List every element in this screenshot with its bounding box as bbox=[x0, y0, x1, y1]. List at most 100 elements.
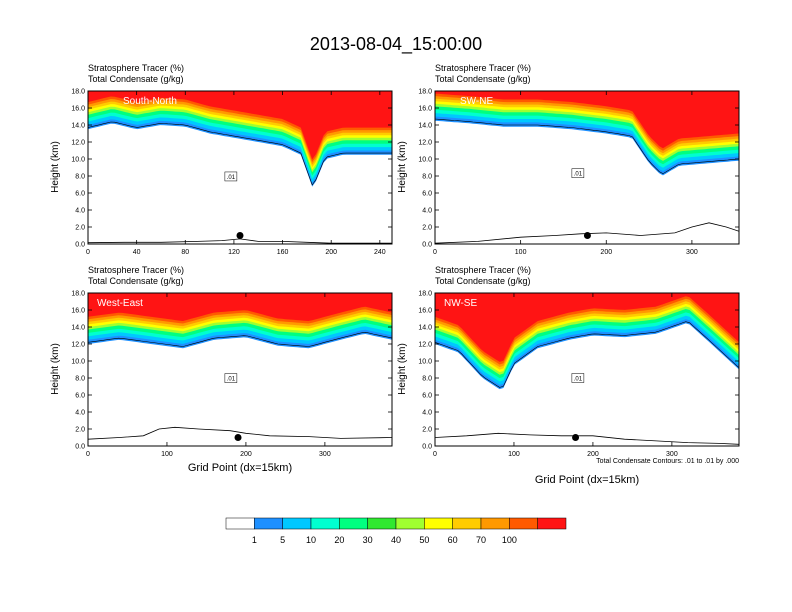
x-tick-label: 100 bbox=[161, 451, 173, 458]
panel-sw-ne: Stratosphere Tracer (%) Total Condensate… bbox=[397, 63, 740, 256]
colorbar-label: 50 bbox=[419, 535, 429, 545]
contour-label: .01 bbox=[574, 376, 583, 382]
contour-label-box bbox=[571, 168, 585, 178]
figure-title: 2013-08-04_15:00:00 bbox=[310, 34, 482, 55]
plot-frame bbox=[434, 292, 740, 447]
y-tick-label: 14.0 bbox=[418, 123, 432, 130]
colorbar-label: 10 bbox=[306, 535, 316, 545]
panel-title-condensate: Total Condensate (g/kg) bbox=[435, 74, 531, 84]
location-marker bbox=[583, 232, 591, 239]
axes: 0 100 200 300 0.0 2.0 4.0 6.0 8.0 10.0 12.0 14.0 16.… bbox=[418, 291, 740, 458]
section-label: NW-SE bbox=[444, 298, 477, 309]
x-tick-label: 120 bbox=[228, 249, 240, 256]
section-label: South-North bbox=[123, 96, 177, 107]
tracer-band-9 bbox=[435, 293, 739, 362]
tracer-band-9 bbox=[88, 91, 392, 160]
axes: 0 100 200 300 0.0 2.0 4.0 6.0 8.0 10.0 12.0 14.0 16.… bbox=[71, 291, 393, 458]
y-axis-label: Height (km) bbox=[397, 141, 408, 193]
y-tick-label: 0.0 bbox=[75, 444, 85, 451]
x-tick-label: 200 bbox=[600, 249, 612, 256]
y-tick-label: 2.0 bbox=[422, 225, 432, 232]
y-tick-label: 6.0 bbox=[75, 393, 85, 400]
section-label: SW-NE bbox=[460, 96, 493, 107]
y-axis-label: Height (km) bbox=[50, 343, 61, 395]
y-tick-label: 14.0 bbox=[71, 325, 85, 332]
y-axis-label: Height (km) bbox=[397, 343, 408, 395]
x-tick-label: 200 bbox=[325, 249, 337, 256]
y-tick-label: 2.0 bbox=[422, 427, 432, 434]
colorbar-swatch bbox=[424, 517, 453, 530]
y-tick-label: 12.0 bbox=[418, 140, 432, 147]
y-tick-label: 10.0 bbox=[418, 359, 432, 366]
panel-title-tracer: Stratosphere Tracer (%) bbox=[435, 63, 531, 73]
condensate-contour bbox=[88, 121, 392, 186]
y-tick-label: 16.0 bbox=[418, 106, 432, 113]
y-tick-label: 10.0 bbox=[71, 359, 85, 366]
panel-west-east: Stratosphere Tracer (%) Total Condensate… bbox=[50, 265, 393, 474]
panel-title-condensate: Total Condensate (g/kg) bbox=[88, 276, 184, 286]
y-tick-label: 6.0 bbox=[422, 393, 432, 400]
y-tick-label: 4.0 bbox=[422, 410, 432, 417]
colorbar-label: 100 bbox=[502, 535, 517, 545]
terrain-line bbox=[435, 432, 739, 445]
x-tick-label: 0 bbox=[433, 451, 437, 458]
panel-title-tracer: Stratosphere Tracer (%) bbox=[435, 265, 531, 275]
x-tick-label: 100 bbox=[515, 249, 527, 256]
colorbar-label: 30 bbox=[363, 535, 373, 545]
contour-footnote: Total Condensate Contours: .01 to .01 by… bbox=[596, 458, 739, 465]
x-tick-label: 240 bbox=[374, 249, 386, 256]
y-tick-label: 18.0 bbox=[418, 291, 432, 298]
x-tick-label: 0 bbox=[86, 451, 90, 458]
colorbar-label: 70 bbox=[476, 535, 486, 545]
y-tick-label: 8.0 bbox=[422, 376, 432, 383]
y-tick-label: 2.0 bbox=[75, 427, 85, 434]
plot-area: .01 bbox=[435, 293, 739, 446]
contour-label-box bbox=[224, 171, 238, 182]
section-label: West-East bbox=[97, 298, 143, 309]
y-tick-label: 4.0 bbox=[422, 208, 432, 215]
y-tick-label: 0.0 bbox=[422, 444, 432, 451]
y-tick-label: 6.0 bbox=[422, 191, 432, 198]
tracer-band-9 bbox=[88, 293, 392, 321]
axes: 0 100 200 300 0.0 2.0 4.0 6.0 8.0 10.0 12.0 14.0 16.… bbox=[418, 89, 740, 256]
colorbar-swatch bbox=[282, 517, 312, 530]
x-axis-label: Grid Point (dx=15km) bbox=[535, 474, 639, 486]
y-tick-label: 14.0 bbox=[418, 325, 432, 332]
x-tick-label: 40 bbox=[133, 249, 141, 256]
colorbar-swatch bbox=[480, 517, 510, 530]
x-tick-label: 0 bbox=[433, 249, 437, 256]
colorbar: 1 5 10 20 30 40 50 60 70 100 bbox=[225, 517, 567, 545]
y-tick-label: 18.0 bbox=[71, 89, 85, 96]
colorbar-swatch bbox=[367, 517, 397, 530]
y-tick-label: 2.0 bbox=[75, 225, 85, 232]
condensate-contour bbox=[435, 321, 739, 388]
y-tick-label: 14.0 bbox=[71, 123, 85, 130]
y-tick-label: 16.0 bbox=[418, 308, 432, 315]
colorbar-label: 1 bbox=[252, 535, 257, 545]
y-tick-label: 12.0 bbox=[71, 342, 85, 349]
y-tick-label: 0.0 bbox=[75, 242, 85, 249]
colorbar-swatch bbox=[537, 517, 567, 530]
colorbar-swatch bbox=[310, 517, 340, 530]
plot-area: .01 bbox=[435, 91, 739, 244]
axes: 0 40 80 120 160 200 240 0.0 2.0 4.0 6.0 8.0 10.0 12.0… bbox=[71, 89, 393, 256]
y-tick-label: 4.0 bbox=[75, 208, 85, 215]
y-tick-label: 6.0 bbox=[75, 191, 85, 198]
x-tick-label: 160 bbox=[277, 249, 289, 256]
panel-title-tracer: Stratosphere Tracer (%) bbox=[88, 265, 184, 275]
x-tick-label: 300 bbox=[686, 249, 698, 256]
y-tick-label: 16.0 bbox=[71, 308, 85, 315]
location-marker bbox=[234, 434, 242, 441]
colorbar-swatch bbox=[395, 517, 425, 530]
plot-area: .01 bbox=[88, 91, 392, 244]
panel-south-north: Stratosphere Tracer (%) Total Condensate… bbox=[50, 63, 393, 256]
location-marker bbox=[572, 434, 580, 441]
condensate-contour bbox=[435, 118, 739, 175]
plot-area: .01 bbox=[88, 293, 392, 446]
terrain-line bbox=[88, 426, 392, 440]
y-tick-label: 10.0 bbox=[71, 157, 85, 164]
x-tick-label: 300 bbox=[319, 451, 331, 458]
colorbar-label: 40 bbox=[391, 535, 401, 545]
condensate-contour bbox=[88, 331, 392, 347]
contour-label-box bbox=[571, 373, 585, 383]
